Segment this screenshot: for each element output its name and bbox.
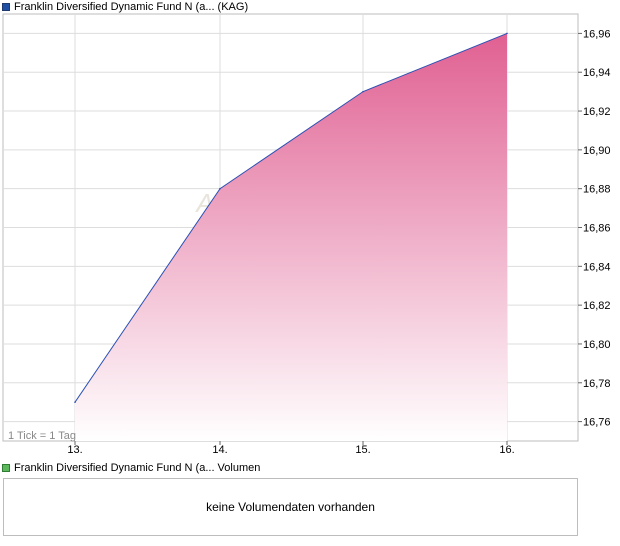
y-tick-label: 16,84 — [583, 261, 611, 273]
y-tick-label: 16,96 — [583, 28, 611, 40]
x-tick-label: 15. — [355, 444, 370, 456]
y-tick-label: 16,92 — [583, 106, 611, 118]
data-point — [219, 187, 221, 190]
series-line — [74, 32, 508, 403]
y-axis: 16,76 16,78 16,80 16,82 16,84 16,86 16,88 16,90… — [578, 28, 611, 429]
x-axis: 13. 14. 15. 16. — [67, 441, 515, 456]
no-volume-message: keine Volumendaten vorhanden — [206, 500, 375, 514]
price-legend: Franklin Diversified Dynamic Fund N (a..… — [2, 0, 248, 14]
x-tick-label: 16. — [499, 444, 514, 456]
price-legend-swatch — [2, 3, 10, 11]
price-legend-label: Franklin Diversified Dynamic Fund N (a..… — [14, 1, 249, 13]
data-point — [506, 32, 508, 35]
y-tick-label: 16,78 — [583, 378, 611, 390]
y-tick-label: 16,76 — [583, 417, 611, 429]
y-tick-label: 16,82 — [583, 300, 611, 312]
y-tick-label: 16,90 — [583, 145, 611, 157]
area-fill — [75, 33, 507, 442]
x-tick-label: 13. — [67, 444, 82, 456]
volume-legend-swatch — [2, 464, 10, 472]
volume-legend: Franklin Diversified Dynamic Fund N (a..… — [2, 461, 260, 475]
y-tick-label: 16,80 — [583, 339, 611, 351]
volume-legend-label: Franklin Diversified Dynamic Fund N (a..… — [14, 462, 261, 474]
y-tick-label: 16,86 — [583, 223, 611, 235]
y-tick-label: 16,88 — [583, 184, 611, 196]
volume-panel: keine Volumendaten vorhanden — [3, 478, 578, 536]
series-area — [74, 32, 508, 442]
tick-note: 1 Tick = 1 Tag — [8, 430, 76, 442]
x-tick-label: 14. — [212, 444, 227, 456]
data-point — [362, 90, 364, 93]
y-tick-label: 16,94 — [583, 67, 611, 79]
data-point — [74, 401, 76, 403]
